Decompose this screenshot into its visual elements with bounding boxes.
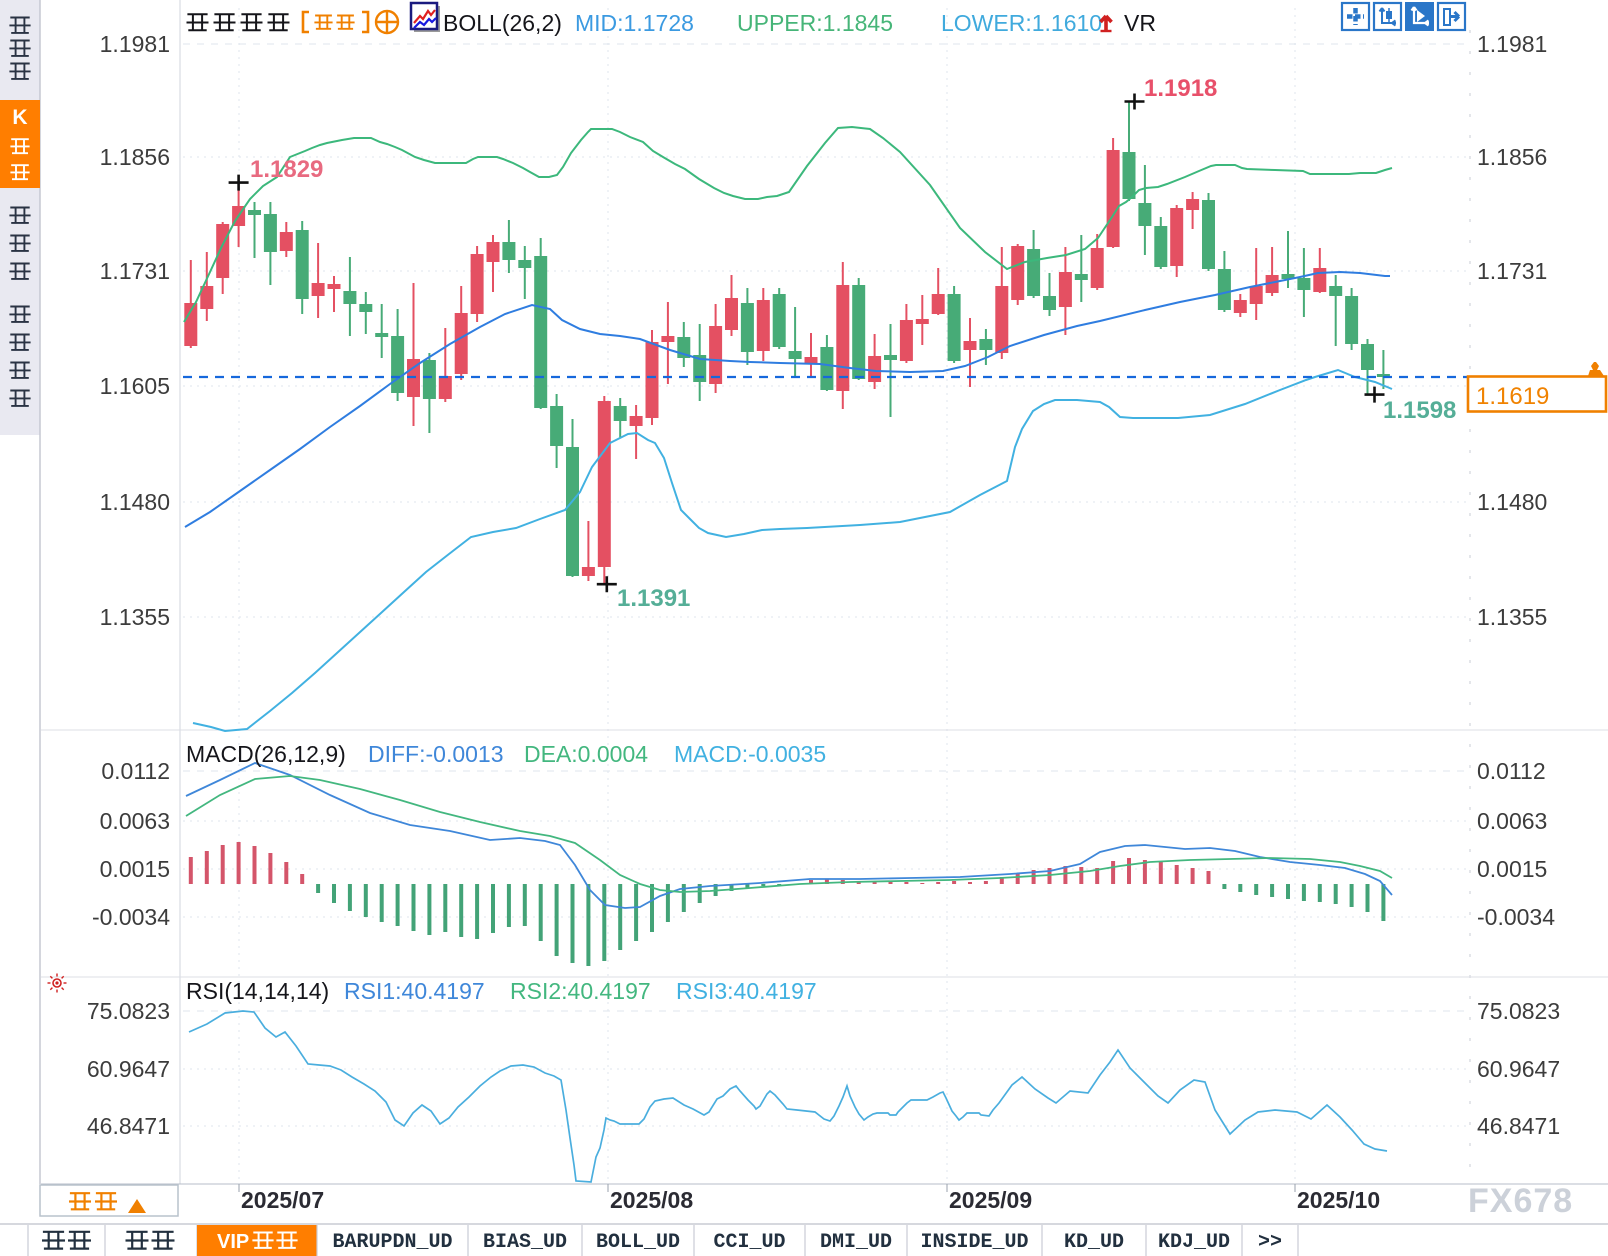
svg-text:BOLL(26,2): BOLL(26,2) [443, 10, 562, 36]
svg-text:MACD(26,12,9): MACD(26,12,9) [186, 741, 346, 767]
svg-text:60.9647: 60.9647 [87, 1056, 170, 1082]
svg-text:1.1829: 1.1829 [250, 156, 323, 183]
svg-text:BOLL_UD: BOLL_UD [596, 1231, 680, 1254]
svg-text:0.0112: 0.0112 [101, 758, 170, 784]
svg-text:BIAS_UD: BIAS_UD [483, 1231, 567, 1254]
svg-text:75.0823: 75.0823 [87, 998, 170, 1024]
svg-text:MID:1.1728: MID:1.1728 [575, 10, 694, 36]
svg-text:1.1355: 1.1355 [100, 604, 170, 630]
svg-text:-0.0034: -0.0034 [1477, 904, 1555, 930]
svg-text:60.9647: 60.9647 [1477, 1056, 1560, 1082]
svg-text:75.0823: 75.0823 [1477, 998, 1560, 1024]
svg-text:RSI1:40.4197: RSI1:40.4197 [344, 978, 485, 1004]
svg-text:1.1480: 1.1480 [1477, 489, 1547, 515]
svg-text:K: K [12, 106, 27, 129]
svg-text:1.1981: 1.1981 [100, 31, 170, 57]
svg-text:LOWER:1.1610: LOWER:1.1610 [941, 10, 1102, 36]
svg-text:VR: VR [1124, 10, 1156, 36]
svg-text:0.0063: 0.0063 [1477, 808, 1547, 834]
svg-text:2025/08: 2025/08 [610, 1187, 693, 1213]
svg-text:1.1856: 1.1856 [1477, 144, 1547, 170]
svg-text:FX678: FX678 [1468, 1182, 1573, 1220]
svg-text:RSI2:40.4197: RSI2:40.4197 [510, 978, 651, 1004]
svg-text:0.0063: 0.0063 [100, 808, 170, 834]
svg-text:>>: >> [1258, 1231, 1282, 1254]
svg-text:MACD:-0.0035: MACD:-0.0035 [674, 741, 826, 767]
svg-text:1.1731: 1.1731 [1477, 258, 1547, 284]
svg-text:RSI(14,14,14): RSI(14,14,14) [186, 978, 329, 1004]
svg-text:1.1731: 1.1731 [100, 258, 170, 284]
svg-text:KD_UD: KD_UD [1064, 1231, 1124, 1254]
svg-text:CCI_UD: CCI_UD [713, 1231, 785, 1254]
svg-text:0.0112: 0.0112 [1477, 758, 1546, 784]
svg-text:1.1598: 1.1598 [1383, 397, 1456, 424]
svg-text:INSIDE_UD: INSIDE_UD [920, 1231, 1028, 1254]
svg-text:VIP: VIP [217, 1231, 249, 1253]
svg-text:1.1918: 1.1918 [1144, 75, 1217, 102]
svg-text:1.1981: 1.1981 [1477, 31, 1547, 57]
svg-text:2025/07: 2025/07 [241, 1187, 324, 1213]
svg-text:DMI_UD: DMI_UD [820, 1231, 892, 1254]
svg-text:-0.0034: -0.0034 [92, 904, 170, 930]
svg-text:46.8471: 46.8471 [87, 1113, 170, 1139]
svg-text:UPPER:1.1845: UPPER:1.1845 [737, 10, 893, 36]
svg-text:1.1605: 1.1605 [100, 373, 170, 399]
svg-text:KDJ_UD: KDJ_UD [1158, 1231, 1230, 1254]
svg-text:2025/10: 2025/10 [1297, 1187, 1380, 1213]
svg-text:1.1480: 1.1480 [100, 489, 170, 515]
svg-text:DEA:0.0004: DEA:0.0004 [524, 741, 648, 767]
svg-text:1.1391: 1.1391 [617, 585, 690, 612]
svg-text:1.1619: 1.1619 [1476, 383, 1549, 410]
svg-text:2025/09: 2025/09 [949, 1187, 1032, 1213]
svg-text:1.1355: 1.1355 [1477, 604, 1547, 630]
svg-text:BARUPDN_UD: BARUPDN_UD [332, 1231, 452, 1254]
svg-text:RSI3:40.4197: RSI3:40.4197 [676, 978, 817, 1004]
svg-text:DIFF:-0.0013: DIFF:-0.0013 [368, 741, 504, 767]
svg-text:1.1856: 1.1856 [100, 144, 170, 170]
svg-text:46.8471: 46.8471 [1477, 1113, 1560, 1139]
svg-text:0.0015: 0.0015 [1477, 856, 1547, 882]
svg-text:0.0015: 0.0015 [100, 856, 170, 882]
